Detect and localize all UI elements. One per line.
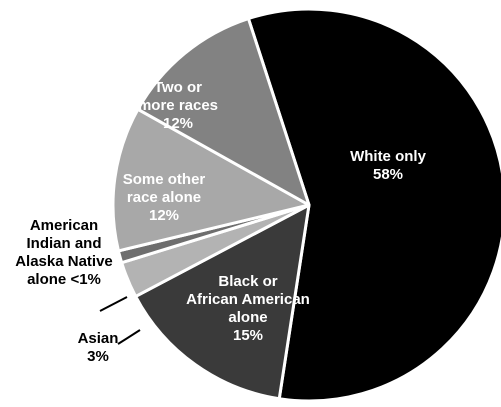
slice-label-3-line-0: American <box>30 217 98 234</box>
slice-label-0-line-0: White only <box>350 148 426 165</box>
slice-label-3: American Indian and Alaska Native alone <1% <box>15 217 113 288</box>
pie-slice-5 <box>136 17 311 207</box>
slice-label-3-line-3: alone <1% <box>27 271 101 288</box>
slice-label-1-line-1: African American <box>186 291 310 308</box>
slice-label-4-line-2: 12% <box>149 207 179 224</box>
slice-label-4: Some other race alone 12% <box>123 171 206 224</box>
slice-label-3-line-2: Alaska Native <box>15 253 113 270</box>
slice-label-3-line-1: Indian and <box>27 235 102 252</box>
leader-line-2 <box>117 329 141 345</box>
pie-slice-4 <box>111 107 311 253</box>
slice-label-0-line-1: 58% <box>373 166 403 183</box>
slice-label-1-line-0: Black or <box>218 273 277 290</box>
slice-label-1: Black or African American alone 15% <box>186 273 310 344</box>
pie-slice-1 <box>134 203 311 401</box>
slice-label-0: White only 58% <box>350 148 426 183</box>
slice-label-5: Two or more races 12% <box>138 79 218 132</box>
slice-label-2-line-0: Asian <box>78 330 119 347</box>
slice-label-2-line-1: 3% <box>87 348 109 365</box>
slice-label-5-line-1: more races <box>138 97 218 114</box>
leader-line-3 <box>99 296 128 312</box>
pie-slice-0 <box>246 7 501 403</box>
slice-label-4-line-1: race alone <box>127 189 201 206</box>
slice-label-2: Asian 3% <box>78 330 119 365</box>
slice-label-1-line-2: alone <box>228 309 267 326</box>
slice-label-5-line-2: 12% <box>163 115 193 132</box>
slice-label-1-line-3: 15% <box>233 327 263 344</box>
slice-label-5-line-0: Two or <box>154 79 202 96</box>
slice-label-4-line-0: Some other <box>123 171 206 188</box>
